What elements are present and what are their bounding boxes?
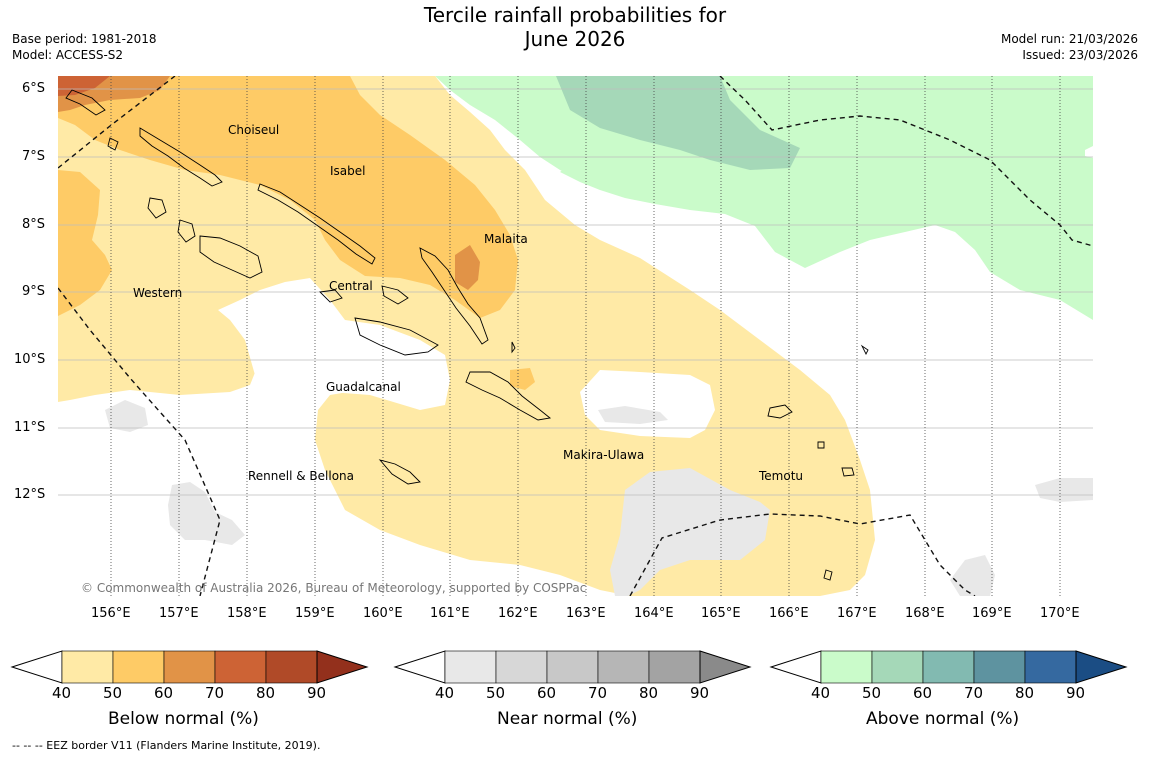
island-outlines: [65, 89, 869, 581]
lat-label: 11°S: [14, 420, 46, 435]
lon-label: 166°E: [769, 606, 809, 621]
cb-above-tick: 90: [1066, 684, 1086, 702]
colorbar-segment: [163, 650, 216, 684]
lon-label: 162°E: [498, 606, 538, 621]
lon-label: 165°E: [701, 606, 741, 621]
province-label-central: Central: [329, 279, 373, 293]
lon-label: 167°E: [837, 606, 877, 621]
lon-label: 168°E: [905, 606, 945, 621]
lon-label: 170°E: [1040, 606, 1080, 621]
province-label-western: Western: [133, 286, 183, 300]
province-label-rennell-bellona: Rennell & Bellona: [248, 469, 355, 483]
lon-label: 156°E: [91, 606, 131, 621]
lat-label: 12°S: [14, 487, 46, 502]
lat-label: 9°S: [22, 284, 46, 299]
cb-near-tick: 40: [435, 684, 455, 702]
province-label-guadalcanal: Guadalcanal: [326, 380, 401, 394]
cb-near-tick: 70: [588, 684, 608, 702]
meta-right: Model run: 21/03/2026 Issued: 23/03/2026: [1001, 31, 1138, 63]
map-title: Tercile rainfall probabilities for June …: [0, 3, 1150, 51]
colorbar-segment: [648, 650, 701, 684]
cb-below-tick: 40: [52, 684, 72, 702]
province-label-malaita: Malaita: [484, 232, 528, 246]
meta-left: Base period: 1981-2018 Model: ACCESS-S2: [12, 31, 157, 63]
lat-label: 8°S: [22, 217, 46, 232]
copyright-text: © Commonwealth of Australia 2026, Bureau…: [81, 581, 586, 595]
cb-below-tick: 60: [154, 684, 174, 702]
colorbar-segment: [597, 650, 650, 684]
cb-below-tick: 70: [205, 684, 225, 702]
cb-above-tick: 80: [1015, 684, 1035, 702]
cb-below-tick: 90: [307, 684, 327, 702]
cb-near-tick: 80: [639, 684, 659, 702]
cb-near-tick: 90: [690, 684, 710, 702]
colorbar-segment: [1024, 650, 1077, 684]
colorbar-segment: [922, 650, 975, 684]
colorbar-segment: [316, 650, 369, 684]
cb-above-tick: 50: [862, 684, 882, 702]
model-name: Model: ACCESS-S2: [12, 48, 124, 62]
colorbar-near-normal: [393, 650, 752, 684]
colorbar-segment: [973, 650, 1026, 684]
lon-label: 163°E: [566, 606, 606, 621]
base-period: Base period: 1981-2018: [12, 32, 157, 46]
cb-near-tick: 60: [537, 684, 557, 702]
cb-below-tick: 80: [256, 684, 276, 702]
eez-footnote: -- -- -- EEZ border V11 (Flanders Marine…: [12, 739, 321, 752]
latitude-gridlines: [58, 88, 1093, 496]
cb-above-tick: 70: [964, 684, 984, 702]
above-normal-40-region: [435, 76, 1093, 320]
province-label-makira-ulawa: Makira-Ulawa: [563, 448, 645, 462]
cb-near-title: Near normal (%): [497, 709, 638, 729]
cb-below-title: Below normal (%): [108, 709, 259, 729]
lon-label: 169°E: [972, 606, 1012, 621]
colorbar-below-normal: [10, 650, 369, 684]
colorbar-segment: [61, 650, 114, 684]
lon-label: 158°E: [227, 606, 267, 621]
colorbar-segment: [214, 650, 267, 684]
colorbar-segment: [112, 650, 165, 684]
below-normal-40-region: [58, 76, 875, 596]
colorbar-segment: [495, 650, 548, 684]
colorbar-segment: [1075, 650, 1128, 684]
lon-label: 157°E: [159, 606, 199, 621]
cb-above-title: Above normal (%): [866, 709, 1020, 729]
colorbar-above-normal: [769, 650, 1128, 684]
eez-border: [58, 76, 1093, 596]
title-line-2: June 2026: [524, 27, 626, 51]
model-run: Model run: 21/03/2026: [1000, 32, 1138, 46]
title-line-1: Tercile rainfall probabilities for: [423, 3, 727, 27]
probability-map: © Commonwealth of Australia 2026, Bureau…: [58, 76, 1093, 596]
cb-above-tick: 60: [913, 684, 933, 702]
lon-label: 161°E: [430, 606, 470, 621]
cb-below-tick: 50: [103, 684, 123, 702]
lon-label: 164°E: [634, 606, 674, 621]
lat-label: 7°S: [22, 149, 46, 164]
lat-label: 10°S: [14, 352, 46, 367]
colorbar-segment: [699, 650, 752, 684]
lon-label: 159°E: [295, 606, 335, 621]
cb-above-tick: 40: [811, 684, 831, 702]
colorbar-segment: [546, 650, 599, 684]
province-label-choiseul: Choiseul: [228, 123, 280, 137]
colorbar-segment: [444, 650, 497, 684]
colorbars: [10, 650, 1128, 684]
above-normal-50-region: [556, 76, 800, 170]
colorbar-segment: [871, 650, 924, 684]
cb-near-tick: 50: [486, 684, 506, 702]
issued-date: Issued: 23/03/2026: [1022, 48, 1138, 62]
province-label-isabel: Isabel: [330, 164, 366, 178]
province-label-temotu: Temotu: [759, 469, 804, 483]
colorbar-segment: [265, 650, 318, 684]
lat-label: 6°S: [22, 81, 46, 96]
near-normal-40-region: [105, 400, 148, 432]
lon-label: 160°E: [363, 606, 403, 621]
colorbar-segment: [820, 650, 873, 684]
